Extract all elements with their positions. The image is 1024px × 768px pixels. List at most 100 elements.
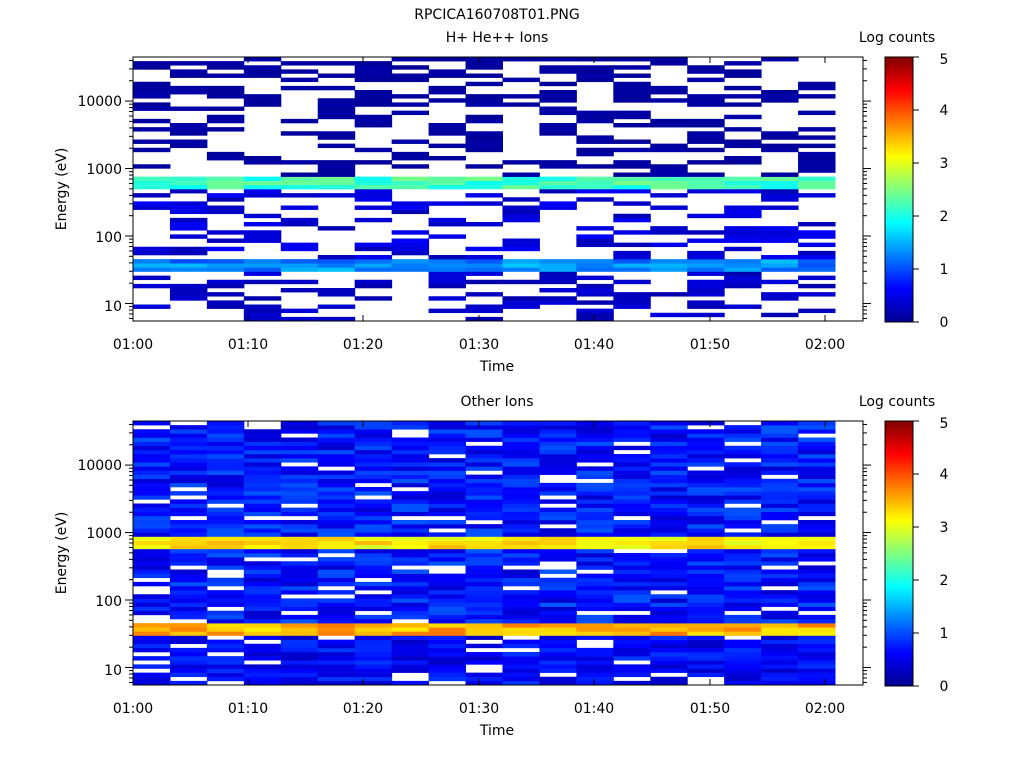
heatmap-cell [650,454,688,459]
heatmap-cell [687,478,725,484]
heatmap-cell [798,602,836,607]
heatmap-cell [354,507,393,513]
heatmap-cell [613,65,651,70]
heatmap-cell [465,271,503,276]
heatmap-cell [391,478,430,484]
heatmap-cell [206,209,245,215]
heatmap-cell [465,532,503,537]
heatmap-cell [317,135,356,140]
heatmap-cell [724,614,762,620]
heatmap-cell [724,553,762,558]
heatmap-cell [687,449,725,455]
heatmap-cell [724,647,762,653]
heatmap-cell [391,652,430,657]
heatmap-cell [502,614,540,620]
heatmap-cell [428,127,467,132]
heatmap-cell [133,180,171,186]
heatmap-cell [354,114,393,120]
heatmap-cell [761,656,799,661]
heatmap-cell [391,532,430,537]
heatmap-cell [206,478,245,484]
heatmap-cell [354,598,393,603]
heatmap-cell [539,619,577,624]
heatmap-cell [687,180,725,186]
panel-1-x-tick-label: 01:40 [574,337,614,353]
heatmap-cell [650,680,688,686]
heatmap-cell [354,602,393,607]
heatmap-cell [465,548,503,554]
heatmap-cell [317,540,356,546]
heatmap-cell [280,205,319,210]
heatmap-cell [428,441,467,447]
heatmap-cell [539,487,577,492]
heatmap-cell [169,647,208,653]
heatmap-cell [539,184,577,190]
heatmap-cell [280,263,319,268]
heatmap-cell [761,573,799,579]
heatmap-cell [576,602,614,607]
heatmap-cell [687,619,725,624]
heatmap-cell [576,57,614,62]
heatmap-cell [280,222,319,227]
heatmap-cell [761,193,799,198]
heatmap-cell [391,437,430,442]
heatmap-cell [428,614,467,620]
heatmap-cell [724,425,762,430]
heatmap-cell [391,156,430,161]
heatmap-cell [502,553,540,558]
heatmap-cell [576,631,614,636]
heatmap-cell [169,283,208,289]
panel-1-y-axis-label: Energy (eV) [54,148,70,231]
heatmap-cell [539,267,577,272]
heatmap-cell [465,201,503,206]
heatmap-cell [798,127,836,132]
heatmap-cell [613,487,651,492]
heatmap-cell [539,259,577,264]
heatmap-cell [650,230,688,235]
heatmap-cell [502,507,540,513]
heatmap-cell [317,610,356,616]
heatmap-cell [761,433,799,438]
heatmap-cell [243,304,282,309]
heatmap-cell [502,474,540,480]
heatmap-cell [465,623,503,628]
heatmap-cell [280,627,319,632]
heatmap-cell [465,421,503,426]
heatmap-cell [798,664,836,669]
heatmap-cell [650,164,688,169]
heatmap-cell [576,664,614,669]
heatmap-cell [243,652,282,657]
heatmap-cell [133,507,171,513]
heatmap-cell [169,437,208,442]
heatmap-cell [428,647,467,653]
heatmap-cell [243,316,282,322]
heatmap-cell [724,85,762,91]
heatmap-cell [465,255,503,260]
heatmap-cell [133,627,171,632]
heatmap-cell [724,271,762,276]
heatmap-cell [133,474,171,480]
heatmap-cell [317,462,356,467]
heatmap-cell [724,569,762,574]
heatmap-cell [169,106,208,111]
heatmap-cell [650,123,688,128]
heatmap-cell [133,482,171,488]
heatmap-cell [613,524,651,529]
heatmap-cell [539,205,577,210]
heatmap-cell [798,598,836,603]
heatmap-cell [687,279,725,285]
heatmap-cell [206,184,245,190]
heatmap-cell [133,466,171,471]
heatmap-cell [539,499,577,504]
heatmap-cell [428,602,467,607]
heatmap-cell [613,482,651,488]
heatmap-cell [502,544,540,550]
heatmap-cell [391,495,430,500]
heatmap-cell [465,316,503,322]
heatmap-cell [428,635,467,640]
heatmap-cell [798,421,836,426]
heatmap-cell [613,499,651,504]
heatmap-cell [465,437,503,442]
heatmap-cell [687,433,725,438]
heatmap-cell [428,271,467,276]
